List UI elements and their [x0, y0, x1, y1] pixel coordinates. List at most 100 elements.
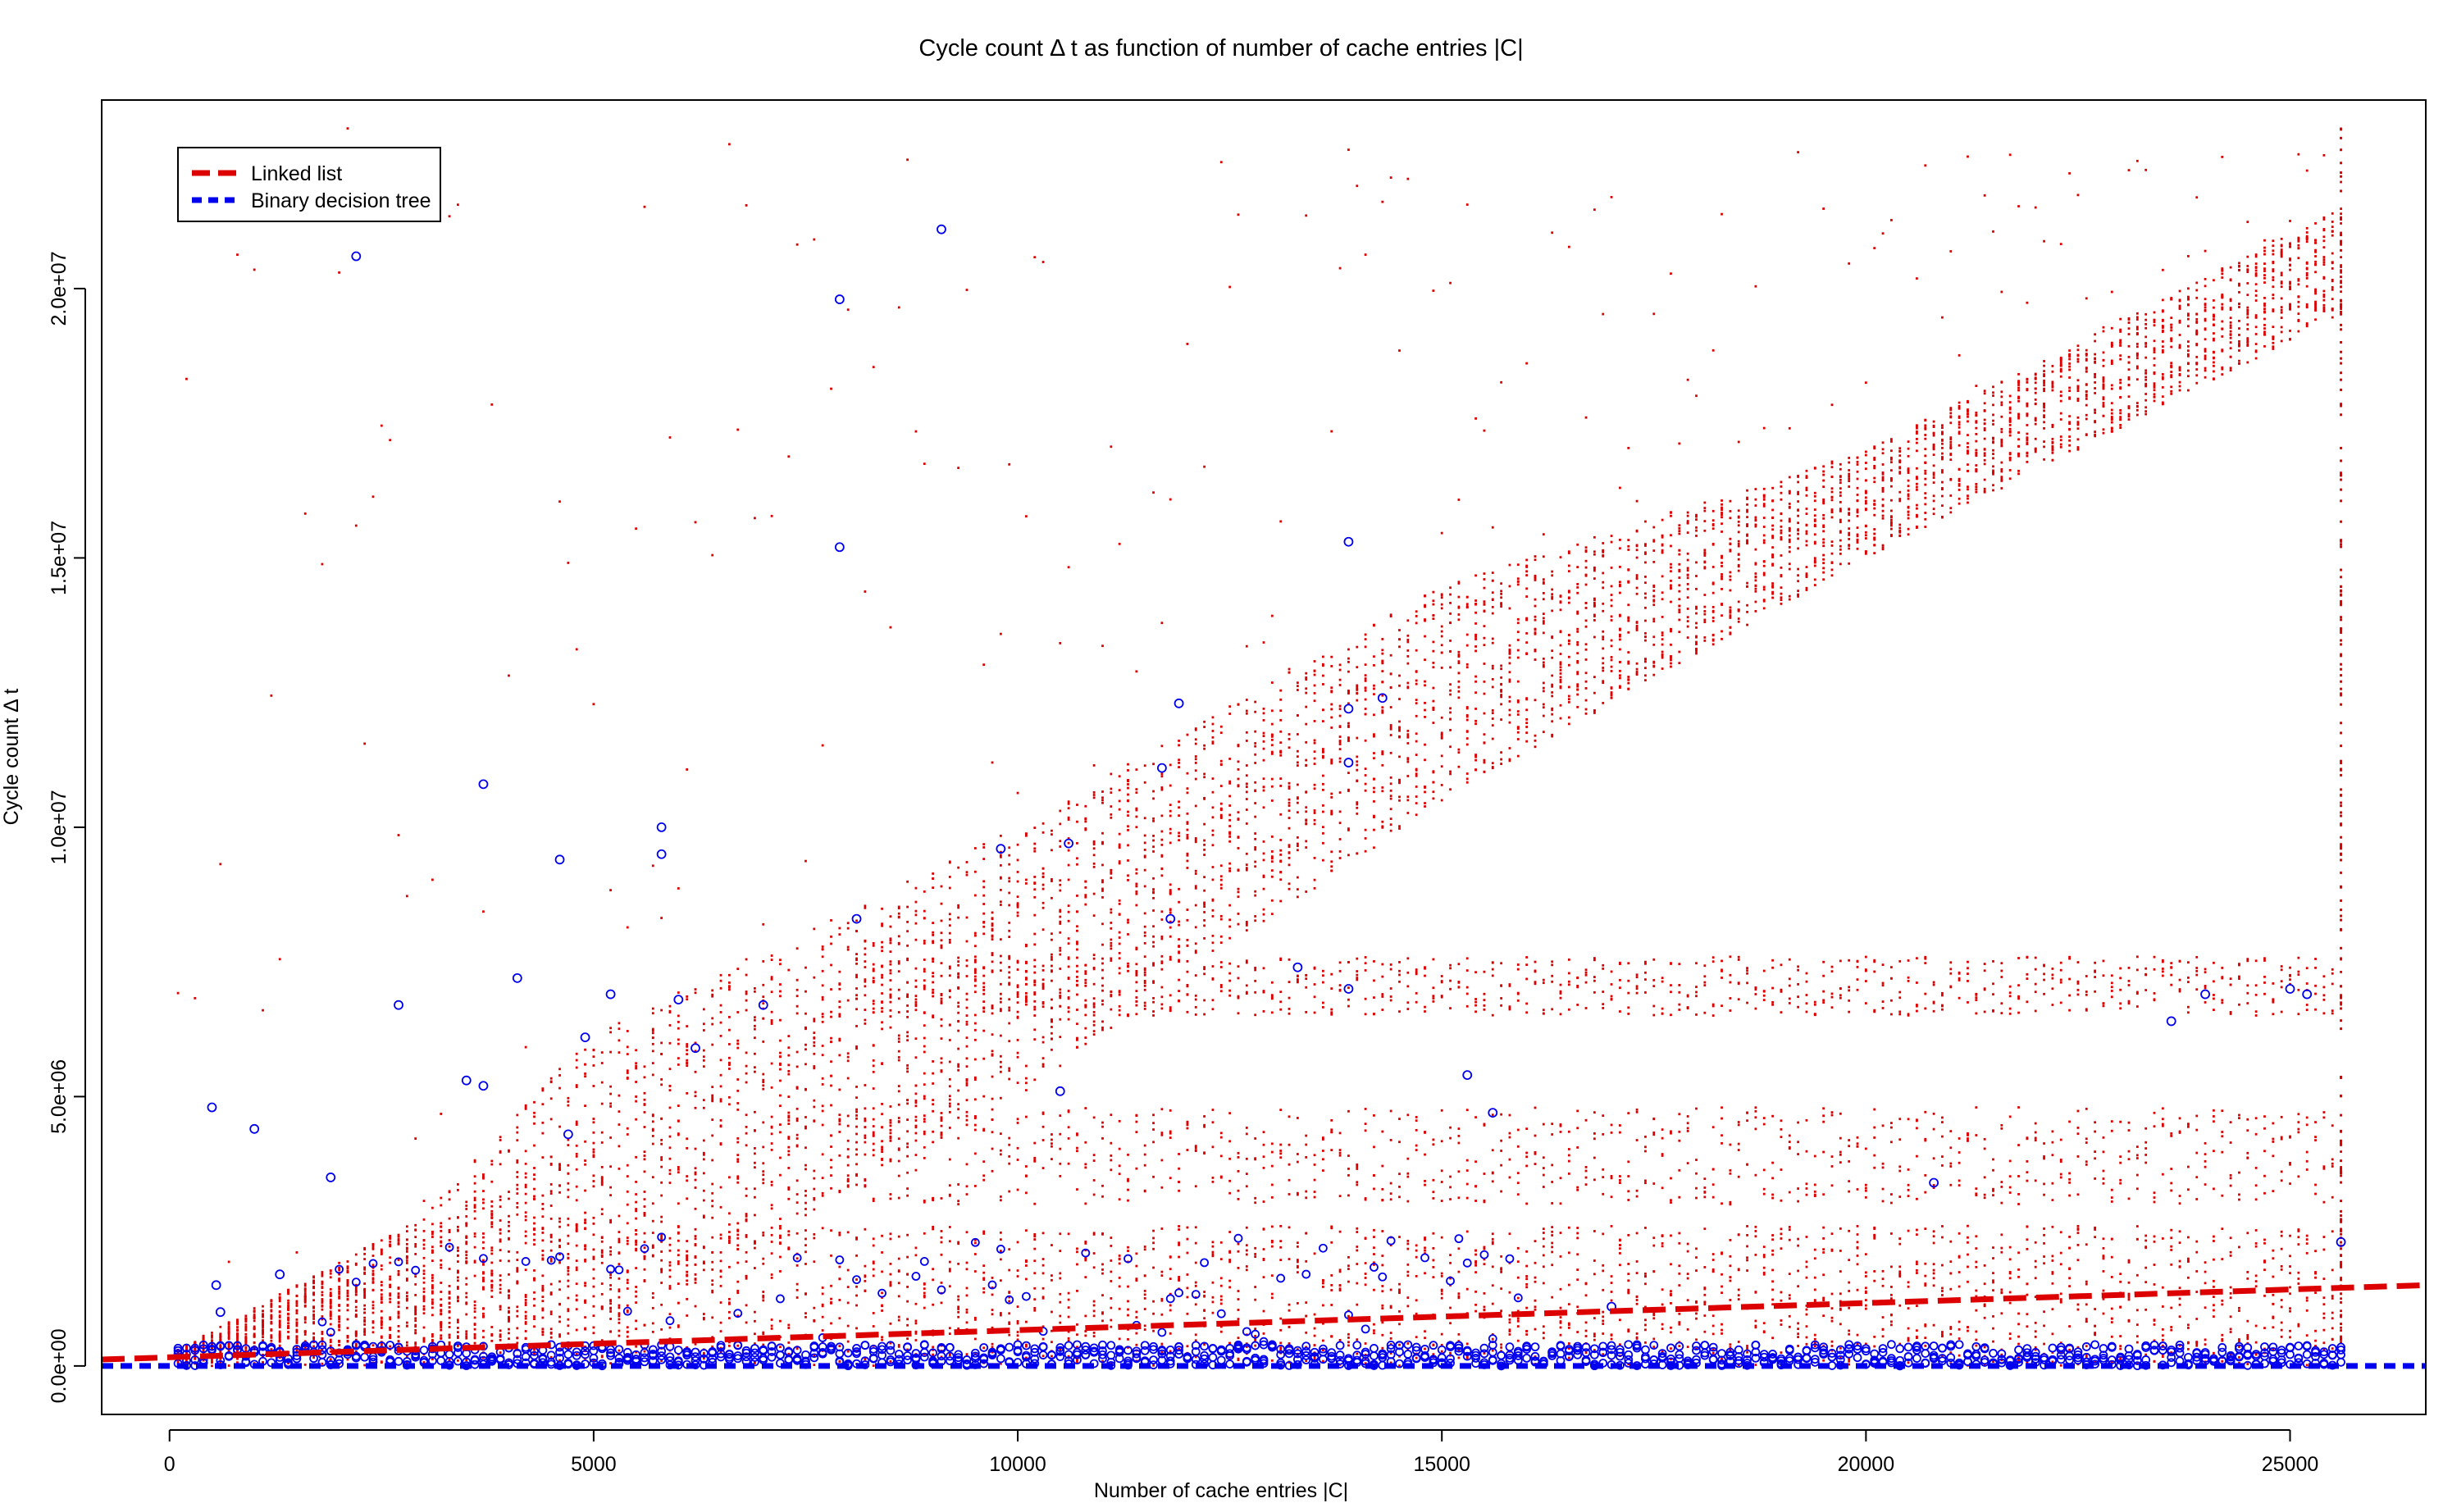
- linked-list-point: [600, 1177, 604, 1180]
- linked-list-point: [651, 1330, 654, 1333]
- linked-list-point: [897, 907, 900, 910]
- linked-list-point: [380, 1251, 383, 1255]
- linked-list-point: [1169, 1277, 1172, 1281]
- linked-list-point: [363, 1330, 367, 1332]
- linked-list-point: [830, 942, 832, 945]
- linked-list-point: [897, 941, 900, 945]
- linked-list-point: [711, 553, 714, 557]
- linked-list-point: [1245, 1346, 1248, 1348]
- linked-list-point: [1178, 831, 1180, 835]
- linked-list-point: [422, 1200, 426, 1202]
- linked-list-point: [838, 1118, 841, 1121]
- linked-list-point: [754, 990, 756, 993]
- linked-list-point: [872, 1154, 875, 1157]
- linked-list-point: [932, 975, 935, 978]
- linked-list-point: [787, 1246, 791, 1250]
- linked-list-point: [1228, 925, 1232, 928]
- linked-list-point: [1101, 1184, 1104, 1187]
- linked-list-point: [516, 1337, 519, 1340]
- linked-list-point: [651, 1073, 654, 1077]
- linked-list-point: [787, 1035, 791, 1037]
- linked-list-point: [1186, 812, 1189, 815]
- linked-list-point: [719, 1085, 722, 1088]
- linked-list-point: [838, 1154, 841, 1157]
- linked-list-point: [635, 1067, 638, 1070]
- linked-list-point: [1296, 981, 1299, 984]
- linked-list-point: [1211, 736, 1215, 739]
- linked-list-point: [1203, 1013, 1206, 1016]
- linked-list-point: [787, 1073, 791, 1076]
- linked-list-point: [295, 1285, 299, 1288]
- linked-list-point: [1076, 857, 1078, 860]
- linked-list-point: [660, 1159, 663, 1161]
- linked-list-point: [660, 1165, 663, 1168]
- linked-list-point: [872, 1149, 875, 1152]
- linked-list-point: [363, 1268, 367, 1271]
- linked-list-point: [1101, 796, 1104, 799]
- linked-list-point: [973, 1076, 977, 1079]
- linked-list-point: [864, 1153, 867, 1156]
- linked-list-point: [813, 1018, 816, 1021]
- linked-list-point: [202, 1350, 205, 1353]
- linked-list-point: [626, 1287, 629, 1290]
- linked-list-point: [932, 1346, 935, 1349]
- linked-list-point: [923, 1118, 926, 1121]
- linked-list-point: [694, 1207, 697, 1210]
- linked-list-point: [1135, 948, 1138, 951]
- linked-list-point: [897, 912, 900, 915]
- linked-list-point: [973, 1058, 977, 1061]
- linked-list-point: [1228, 285, 1232, 289]
- linked-list-point: [991, 970, 994, 973]
- linked-list-point: [584, 1299, 586, 1302]
- linked-list-point: [270, 1339, 273, 1342]
- linked-list-point: [473, 1307, 476, 1310]
- linked-list-point: [855, 953, 858, 955]
- linked-list-point: [516, 1259, 519, 1261]
- linked-list-point: [846, 927, 850, 930]
- linked-list-point: [932, 886, 935, 890]
- linked-list-point: [1059, 909, 1062, 912]
- linked-list-point: [1118, 1147, 1121, 1150]
- linked-list-point: [397, 1295, 400, 1298]
- linked-list-point: [965, 1082, 969, 1085]
- linked-list-point: [270, 1348, 273, 1350]
- linked-list-point: [211, 1334, 213, 1337]
- linked-list-point: [1262, 1309, 1265, 1313]
- linked-list-point: [465, 1215, 468, 1218]
- linked-list-point: [1245, 774, 1248, 777]
- linked-list-point: [821, 945, 824, 948]
- linked-list-point: [389, 1294, 392, 1297]
- linked-list-point: [1305, 840, 1308, 843]
- linked-list-point: [600, 1305, 604, 1309]
- linked-list-point: [194, 1354, 197, 1356]
- linked-list-point: [371, 1269, 375, 1273]
- linked-list-point: [1016, 1159, 1019, 1161]
- linked-list-point: [1211, 878, 1215, 881]
- linked-list-point: [1101, 887, 1104, 890]
- linked-list-point: [584, 1316, 586, 1319]
- linked-list-point: [371, 1247, 375, 1250]
- linked-list-point: [846, 1350, 850, 1353]
- linked-list-point: [1143, 1308, 1146, 1310]
- linked-list-point: [592, 1222, 595, 1225]
- linked-list-point: [1169, 889, 1172, 891]
- linked-list-point: [1041, 1287, 1045, 1290]
- linked-list-point: [1118, 808, 1121, 811]
- linked-list-point: [499, 1249, 502, 1252]
- linked-list-point: [897, 915, 900, 918]
- linked-list-point: [1262, 1200, 1265, 1203]
- linked-list-point: [626, 1326, 629, 1329]
- linked-list-point: [813, 1067, 816, 1070]
- linked-list-point: [465, 1205, 468, 1207]
- linked-list-point: [219, 1346, 222, 1350]
- linked-list-point: [1041, 964, 1045, 968]
- linked-list-point: [719, 1250, 722, 1254]
- linked-list-point: [1084, 827, 1087, 830]
- linked-list-point: [448, 1239, 451, 1241]
- linked-list-point: [1118, 952, 1121, 954]
- linked-list-point: [668, 1313, 672, 1316]
- linked-list-point: [1051, 938, 1053, 941]
- linked-list-point: [864, 906, 867, 909]
- linked-list-point: [855, 1285, 858, 1288]
- linked-list-point: [600, 1292, 604, 1296]
